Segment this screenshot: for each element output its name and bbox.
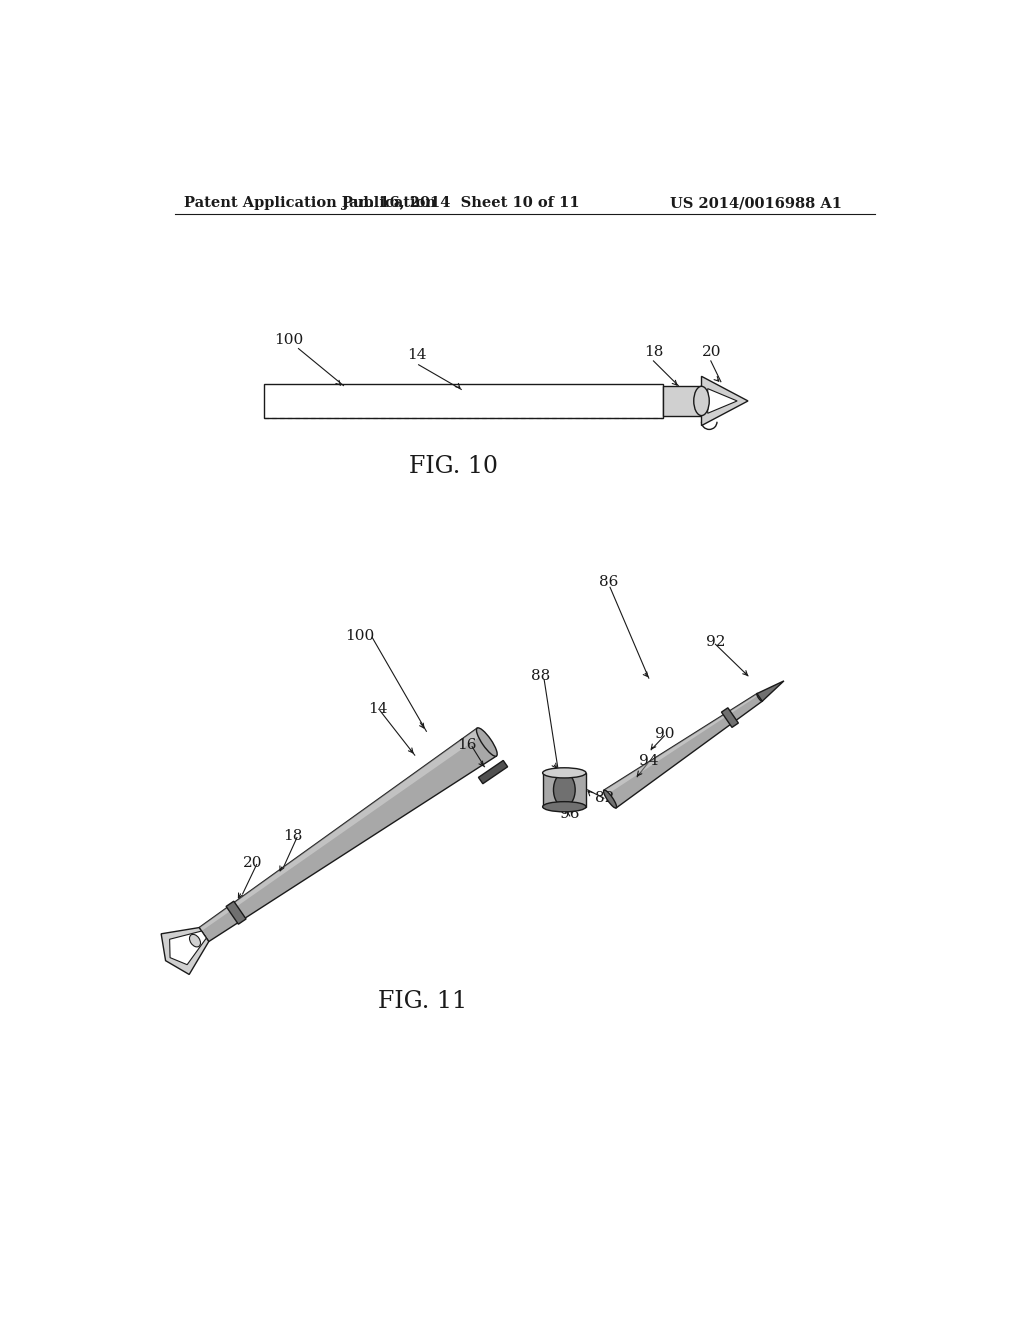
Text: 100: 100 [273,333,303,347]
Text: 88: 88 [531,669,550,682]
Ellipse shape [554,774,575,807]
Polygon shape [478,760,508,784]
Ellipse shape [603,789,616,808]
Text: 20: 20 [243,855,262,870]
Text: 100: 100 [345,628,374,643]
Polygon shape [604,693,762,808]
Text: 18: 18 [283,829,302,843]
Text: 86: 86 [599,576,618,589]
Ellipse shape [543,768,586,777]
Text: 16: 16 [458,738,477,752]
Text: 90: 90 [655,727,675,742]
Text: 82: 82 [595,791,614,804]
Polygon shape [161,928,209,974]
Ellipse shape [543,801,586,812]
Text: 96: 96 [560,808,580,821]
Text: Patent Application Publication: Patent Application Publication [183,197,436,210]
Polygon shape [226,902,246,924]
Ellipse shape [757,693,763,701]
Text: 94: 94 [640,754,659,767]
Polygon shape [170,931,207,965]
Text: 14: 14 [407,348,427,363]
Text: 18: 18 [644,345,664,359]
Text: FIG. 11: FIG. 11 [378,990,467,1012]
Ellipse shape [693,387,710,416]
Ellipse shape [476,727,498,756]
Polygon shape [604,693,759,795]
Polygon shape [199,729,497,941]
Text: US 2014/0016988 A1: US 2014/0016988 A1 [671,197,843,210]
Text: FIG. 10: FIG. 10 [409,455,498,478]
Polygon shape [199,729,482,931]
Ellipse shape [189,935,201,946]
Polygon shape [543,774,586,807]
Polygon shape [701,376,748,425]
Text: 92: 92 [707,635,726,649]
Bar [263,384,663,418]
Polygon shape [708,388,737,413]
Bar [663,387,701,416]
Polygon shape [757,681,784,701]
Text: Jan. 16, 2014  Sheet 10 of 11: Jan. 16, 2014 Sheet 10 of 11 [342,197,580,210]
Text: 14: 14 [369,702,388,715]
Polygon shape [722,708,738,727]
Text: 20: 20 [701,345,721,359]
